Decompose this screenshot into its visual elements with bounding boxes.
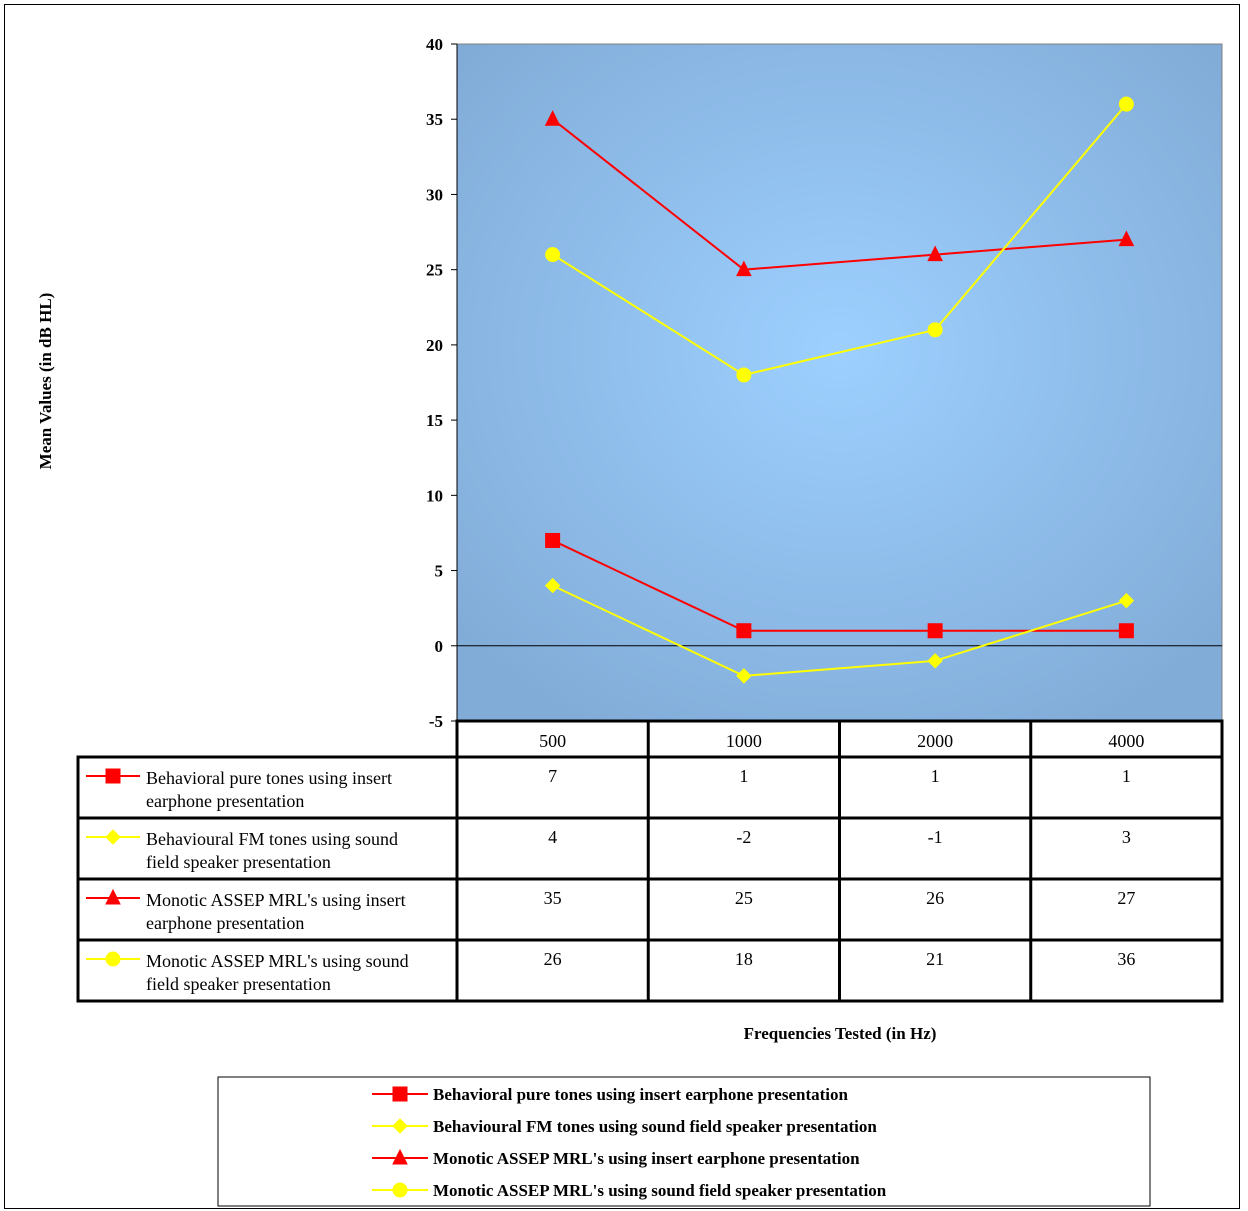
x-axis-title: Frequencies Tested (in Hz) (744, 1024, 937, 1043)
table-value: 27 (1117, 888, 1135, 908)
axes: 40 35 30 25 20 15 10 5 0 -5 (426, 35, 1222, 731)
y-tick-label: 15 (426, 411, 443, 430)
y-tick-label: 10 (426, 486, 443, 505)
series-line (552, 584, 1127, 677)
data-point-marker (1118, 623, 1134, 639)
table-value: 1 (931, 766, 940, 786)
data-point-marker (927, 322, 943, 338)
table-value: -1 (928, 827, 943, 847)
table-value: 21 (926, 949, 944, 969)
y-tick-label: 5 (435, 562, 444, 581)
series-line (552, 118, 1127, 271)
data-point-marker (544, 577, 561, 594)
row-series-label: field speaker presentation (146, 852, 331, 872)
row-key-marker (105, 951, 121, 967)
row-series-label: Monotic ASSEP MRL's using sound (146, 951, 409, 971)
legend-key-marker (392, 1182, 408, 1198)
data-point-marker (1118, 592, 1135, 609)
x-category-label: 4000 (1108, 731, 1144, 751)
legend-entry: Behavioral pure tones using insert earph… (433, 1085, 848, 1104)
x-category-label: 2000 (917, 731, 953, 751)
row-series-label: Monotic ASSEP MRL's using insert (146, 890, 406, 910)
y-tick-label: 20 (426, 336, 443, 355)
data-point-marker (545, 532, 561, 548)
row-series-label: field speaker presentation (146, 974, 331, 994)
legend-box (217, 1076, 1151, 1207)
legend-key-marker (392, 1118, 408, 1134)
series-2 (544, 577, 1135, 684)
data-point-marker (927, 623, 943, 639)
table-value: 26 (544, 949, 562, 969)
legend: Behavioral pure tones using insert earph… (372, 1085, 887, 1200)
table-value: 7 (548, 766, 557, 786)
table-value: 1 (1122, 766, 1131, 786)
y-tick-label: -5 (429, 712, 443, 731)
row-series-label: earphone presentation (146, 913, 304, 933)
table-value: 18 (735, 949, 753, 969)
legend-key-marker (392, 1148, 408, 1165)
y-tick-label: 40 (426, 35, 443, 54)
row-series-label: Behavioral pure tones using insert (146, 768, 392, 788)
x-category-label: 1000 (726, 731, 762, 751)
data-table: 500 1000 2000 4000 7 1 1 1 Behavioral pure tones… (76, 719, 1224, 1003)
y-axis-title: Mean Values (in dB HL) (36, 293, 55, 470)
chart-frame (4, 4, 1240, 1209)
table-value: 35 (544, 888, 562, 908)
table-value: -2 (736, 827, 751, 847)
series-4 (545, 96, 1134, 383)
legend-key-marker (392, 1086, 408, 1102)
x-category-label: 500 (539, 731, 566, 751)
data-point-marker (1118, 96, 1134, 112)
data-point-marker (927, 653, 943, 669)
series-3 (544, 110, 1135, 277)
data-point-marker (927, 245, 943, 262)
data-point-marker (736, 623, 752, 639)
table-value: 1 (739, 766, 748, 786)
table-value: 25 (735, 888, 753, 908)
y-tick-label: 35 (426, 110, 443, 129)
row-series-label: earphone presentation (146, 791, 304, 811)
data-point-marker (736, 668, 752, 684)
table-value: 3 (1122, 827, 1131, 847)
data-point-marker (1118, 230, 1135, 247)
plot-area (456, 43, 1223, 722)
legend-entry: Behavioural FM tones using sound field s… (433, 1117, 877, 1136)
y-tick-label: 0 (435, 637, 444, 656)
data-point-marker (736, 367, 752, 383)
table-value: 4 (548, 827, 557, 847)
data-point-marker (545, 247, 561, 263)
legend-entry: Monotic ASSEP MRL's using sound field sp… (433, 1181, 887, 1200)
data-point-marker (736, 260, 752, 277)
row-key-marker (105, 888, 121, 905)
table-value: 26 (926, 888, 944, 908)
series-layer (544, 96, 1135, 684)
table-value: 36 (1117, 949, 1135, 969)
y-tick-label: 25 (426, 261, 443, 280)
row-series-label: Behavioural FM tones using sound (146, 829, 398, 849)
series-line (552, 103, 1128, 377)
legend-entry: Monotic ASSEP MRL's using insert earphon… (433, 1149, 860, 1168)
data-point-marker (544, 110, 561, 126)
y-tick-label: 30 (426, 185, 443, 204)
row-key-marker (105, 829, 121, 845)
row-key-marker (105, 768, 121, 784)
